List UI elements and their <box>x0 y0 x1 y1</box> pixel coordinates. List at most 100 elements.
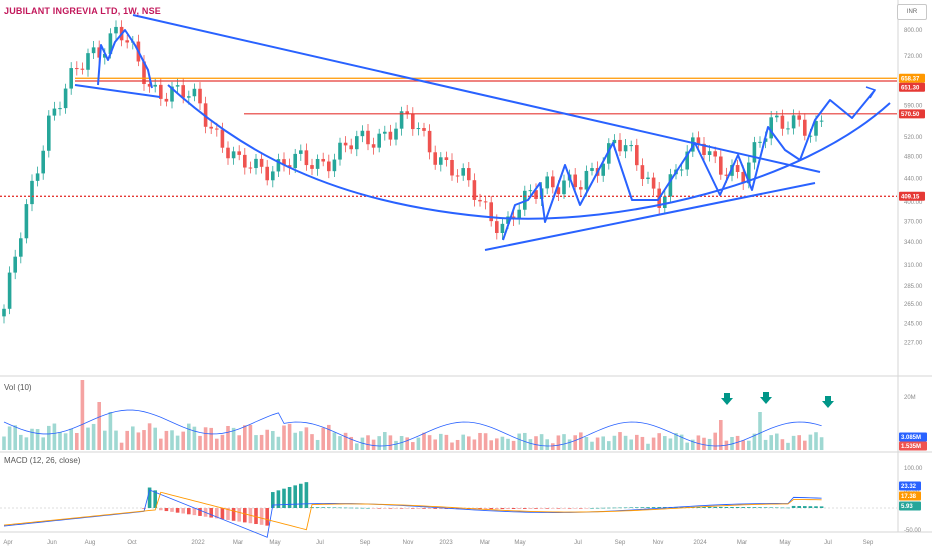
macd-histogram-bar <box>562 508 566 509</box>
volume-bar <box>567 439 572 450</box>
macd-histogram-bar <box>259 508 264 525</box>
volume-bar <box>668 438 673 450</box>
candle-body <box>444 157 449 160</box>
candle <box>377 128 381 153</box>
candle <box>327 154 331 179</box>
volume-bar <box>388 435 393 450</box>
candle <box>360 125 365 143</box>
price-tag-bg <box>899 73 925 83</box>
macd-histogram-bar <box>780 507 785 509</box>
candle <box>635 138 639 171</box>
x-tick-label: Mar <box>737 540 747 546</box>
candle <box>366 124 370 151</box>
candle-body <box>439 157 443 165</box>
candle <box>394 122 398 146</box>
candle <box>439 152 443 172</box>
candle <box>573 168 577 194</box>
candle-body <box>58 108 62 110</box>
trendline-rounding-bottom <box>167 84 891 220</box>
candle <box>713 146 717 164</box>
candle-body <box>819 120 824 122</box>
candle-body <box>388 131 393 140</box>
volume-bar <box>735 435 740 450</box>
macd-histogram-bar <box>640 507 645 508</box>
volume-bar <box>427 435 432 450</box>
candle-body <box>769 117 773 139</box>
macd-histogram-bar <box>607 507 611 509</box>
candle <box>304 143 309 171</box>
macd-histogram-bar <box>153 490 157 508</box>
volume-bar <box>612 435 617 450</box>
candle-body <box>640 165 645 180</box>
candle <box>265 160 269 186</box>
volume-bar <box>640 436 645 450</box>
macd-histogram-bar <box>803 506 807 508</box>
macd-histogram-bar <box>411 508 415 509</box>
currency-selector[interactable]: INR <box>897 4 927 20</box>
down-arrow-icon <box>822 396 834 408</box>
volume-bar <box>808 434 813 450</box>
y-tick-label: 440.00 <box>904 176 923 182</box>
trendline-neckline <box>74 84 161 98</box>
volume-bar <box>220 434 225 450</box>
macd-value-tag: 17.38 <box>899 491 921 501</box>
candle-body <box>629 145 633 147</box>
candle-body <box>383 131 387 134</box>
volume-bar <box>679 434 684 450</box>
macd-histogram-bar <box>579 508 583 509</box>
volume-bar <box>786 442 790 450</box>
candle <box>332 153 337 178</box>
y-tick-label: 370.00 <box>904 219 923 225</box>
y-tick-label: 400.00 <box>904 200 923 206</box>
candle-body <box>103 53 107 58</box>
candle <box>254 154 258 175</box>
volume-bar <box>455 439 460 450</box>
candle-body <box>685 151 689 170</box>
volume-bar <box>422 432 426 450</box>
volume-bar <box>556 435 561 450</box>
volume-pane-label: Vol (10) <box>4 383 32 392</box>
candle-body <box>24 204 29 239</box>
macd-histogram-bar <box>528 508 533 509</box>
candle-body <box>556 187 561 195</box>
candle-body <box>668 174 673 197</box>
volume-bar <box>562 434 566 450</box>
candle-body <box>691 137 695 152</box>
candle <box>663 189 667 214</box>
x-tick-label: Mar <box>233 540 243 546</box>
candle <box>444 151 449 167</box>
candle-body <box>187 96 191 98</box>
y-tick-label: 340.00 <box>904 240 923 246</box>
volume-bar <box>618 432 622 450</box>
macd-histogram-bar <box>439 508 443 509</box>
volume-bar <box>192 426 197 450</box>
candle-body <box>41 150 45 174</box>
volume-bar <box>63 433 68 450</box>
volume-bar <box>791 435 796 450</box>
volume-bar <box>803 440 807 450</box>
candle <box>433 145 437 170</box>
macd-histogram-bar <box>635 507 639 508</box>
candle <box>696 131 701 151</box>
candle <box>248 161 253 174</box>
volume-bar <box>119 442 124 450</box>
candle-body <box>108 33 113 54</box>
candle <box>114 20 118 41</box>
candle-body <box>80 68 85 70</box>
x-tick-label: Jun <box>47 540 57 546</box>
candle-body <box>91 47 96 54</box>
macd-histogram-bar <box>399 508 404 509</box>
volume-bar <box>131 426 135 450</box>
candle-body <box>338 142 342 160</box>
y-tick-label: 227.00 <box>904 340 923 346</box>
volume-bar <box>775 433 779 450</box>
candle <box>752 136 757 170</box>
macd-histogram-bar <box>489 508 493 510</box>
candle-body <box>472 180 477 200</box>
volume-bar <box>293 432 297 450</box>
volume-bar <box>198 435 202 450</box>
candle <box>226 141 230 165</box>
macd-histogram-bar <box>523 508 527 509</box>
candle <box>668 168 673 204</box>
